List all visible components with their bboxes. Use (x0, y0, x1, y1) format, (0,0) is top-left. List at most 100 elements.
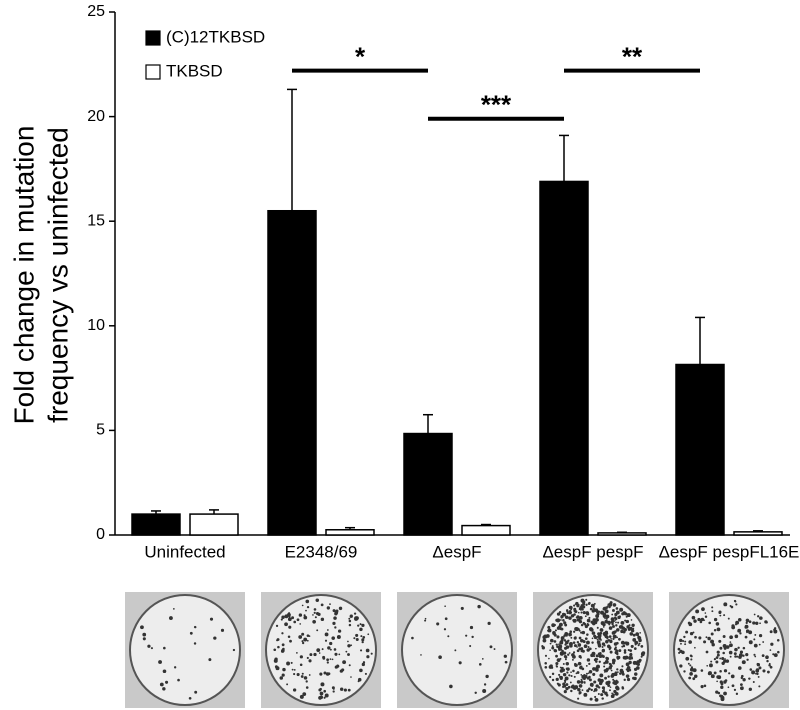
colony (570, 671, 572, 674)
colony (626, 677, 631, 682)
colony (298, 635, 303, 639)
colony (588, 678, 592, 682)
colony (544, 665, 548, 669)
colony (762, 669, 766, 673)
colony (620, 640, 625, 645)
colony (288, 615, 291, 618)
colony (605, 693, 609, 697)
colony (562, 685, 565, 689)
colony (581, 630, 586, 635)
colony (589, 607, 593, 611)
colony (723, 669, 728, 673)
colony (312, 619, 316, 624)
colony (607, 603, 610, 606)
colony (345, 650, 348, 653)
colony (608, 635, 612, 638)
colony (578, 654, 582, 659)
colony (571, 653, 575, 657)
colony (690, 666, 694, 669)
colony (568, 652, 571, 654)
colony (611, 613, 614, 616)
y-axis-label: frequency vs uninfected (42, 127, 73, 423)
colony (616, 653, 619, 656)
colony (754, 655, 757, 658)
colony (559, 648, 563, 651)
colony (704, 615, 708, 618)
colony (308, 659, 312, 663)
colony (597, 610, 601, 613)
colony (609, 639, 613, 644)
colony (723, 691, 727, 696)
colony (618, 649, 622, 652)
colony (641, 651, 646, 655)
colony (544, 654, 548, 657)
colony (588, 687, 591, 691)
colony (329, 641, 333, 646)
colony (590, 603, 595, 608)
colony (572, 669, 575, 673)
colony (680, 642, 682, 645)
colony (556, 645, 559, 648)
colony (436, 622, 440, 626)
colony (301, 675, 304, 678)
colony (703, 684, 707, 688)
colony (599, 628, 604, 632)
colony (232, 648, 236, 652)
colony (586, 623, 590, 627)
colony (559, 676, 563, 680)
colony (573, 630, 576, 633)
colony (557, 635, 560, 638)
colony (567, 653, 570, 656)
colony (777, 650, 780, 654)
colony (332, 609, 336, 613)
colony (737, 618, 742, 622)
colony (738, 653, 743, 658)
colony (591, 637, 594, 640)
colony (357, 677, 362, 682)
colony (710, 674, 715, 679)
colony (759, 622, 761, 625)
colony (578, 692, 581, 695)
colony (568, 605, 573, 610)
colony (306, 634, 310, 638)
colony (583, 674, 588, 679)
colony (729, 643, 733, 648)
colony (720, 681, 724, 685)
colony (208, 658, 212, 662)
colony (444, 605, 446, 608)
colony (595, 654, 599, 658)
colony (770, 642, 774, 646)
colony (586, 648, 590, 652)
colony (570, 674, 573, 678)
colony (581, 689, 584, 692)
colony (623, 678, 626, 682)
colony (629, 626, 633, 630)
colony (323, 689, 327, 693)
colony (563, 654, 567, 659)
colony (556, 626, 561, 630)
colony (689, 631, 694, 636)
colony (213, 636, 217, 640)
colony (551, 678, 555, 682)
colony (573, 604, 576, 607)
colony (565, 683, 569, 686)
colony (757, 615, 760, 618)
colony (610, 669, 613, 672)
colony (727, 686, 730, 689)
bar (539, 180, 589, 536)
colony (576, 671, 580, 674)
colony (605, 667, 609, 672)
colony (707, 636, 711, 641)
colony (361, 662, 365, 667)
colony (713, 657, 717, 661)
colony (150, 647, 153, 650)
colony (601, 686, 606, 690)
colony (347, 644, 351, 648)
colony (320, 617, 325, 622)
colony (595, 614, 600, 618)
colony (553, 649, 557, 652)
colony (633, 676, 637, 681)
colony (581, 649, 585, 653)
colony (572, 651, 576, 654)
colony (713, 617, 718, 622)
